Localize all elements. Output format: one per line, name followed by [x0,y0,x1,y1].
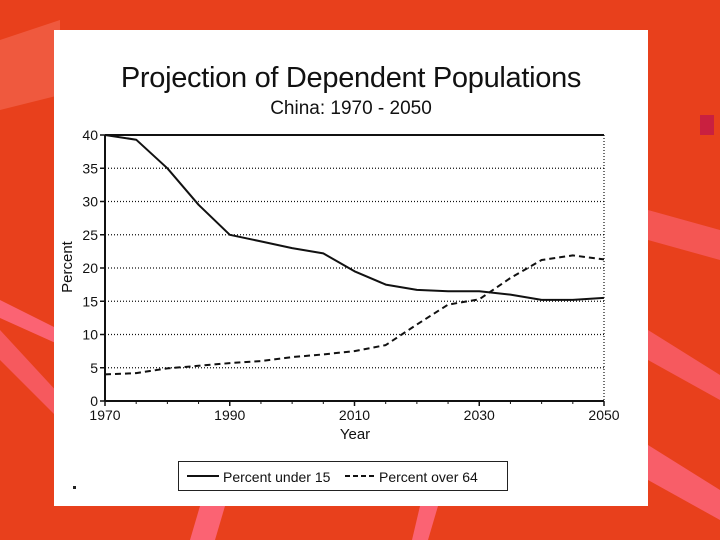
x-tick-label-1970: 1970 [89,407,120,423]
chart-title: Projection of Dependent Populations [120,62,582,94]
x-tick-label-2010: 2010 [339,407,370,423]
chart-card: Projection of Dependent Populations Chin… [54,30,648,506]
y-tick-label-15: 15 [82,293,98,309]
y-tick-label-40: 40 [82,127,98,143]
legend-swatches [187,475,375,477]
grid-lines [100,134,605,406]
y-tick-label-30: 30 [82,194,98,210]
y-tick-label-35: 35 [82,160,98,176]
chart-subtitle: China: 1970 - 2050 [270,98,432,119]
series-lines [104,134,605,376]
x-tick-label-1990: 1990 [214,407,245,423]
legend-label-over-64: Percent over 64 [379,469,478,485]
series-line-under-15 [104,134,605,301]
y-axis-label: Percent [59,240,76,293]
legend-label-under-15: Percent under 15 [223,469,331,485]
legend: Percent under 15 Percent over 64 [178,461,508,491]
y-tick-label-25: 25 [82,227,98,243]
x-axis-label: Year [340,426,370,443]
y-tick-label-0: 0 [90,393,98,409]
y-tick-label-10: 10 [82,327,98,343]
line-chart: 0 5 10 15 20 25 30 35 40 1970 1990 2010 2030 2050 Ye… [59,127,620,443]
x-tick-label-2030: 2030 [464,407,495,423]
y-tick-labels: 0 5 10 15 20 25 30 35 40 [82,127,98,409]
y-tick-label-20: 20 [82,260,98,276]
stray-mark [73,486,76,489]
x-tick-labels: 1970 1990 2010 2030 2050 [89,407,619,423]
series-line-over-64 [104,254,605,376]
y-tick-label-5: 5 [90,360,98,376]
x-tick-label-2050: 2050 [588,407,619,423]
